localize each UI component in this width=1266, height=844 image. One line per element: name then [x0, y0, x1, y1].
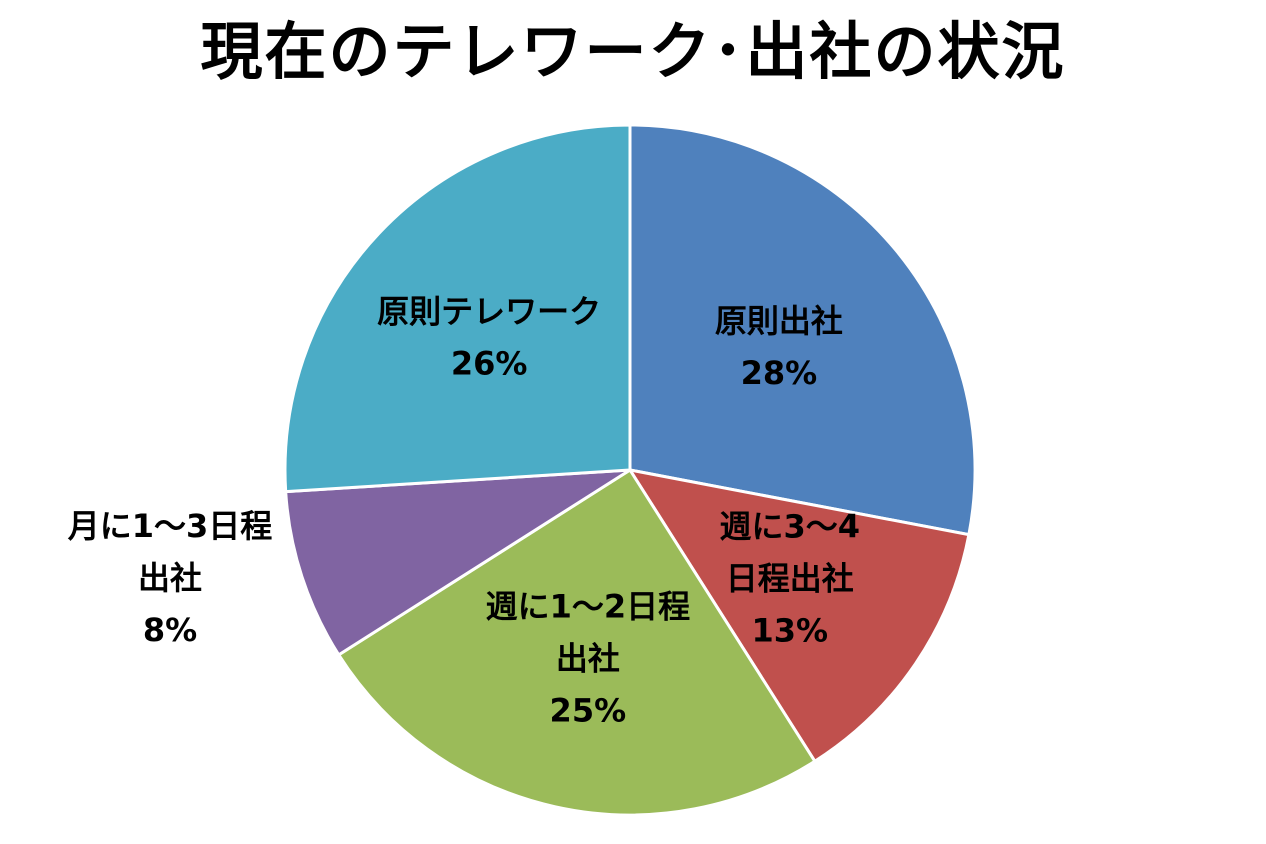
slice-label: 週に3～4 日程出社 13%: [720, 508, 861, 650]
pie-labels: 原則出社 28%週に3～4 日程出社 13%週に1～2日程出社 25%月に1～3日程出社…: [68, 293, 860, 730]
slice-category-label: 週に3～4: [720, 508, 861, 546]
slice-percent-label: 25%: [550, 692, 627, 730]
pie-slices: [283, 123, 977, 817]
slice-label: 月に1～3日程出社 8%: [68, 507, 273, 649]
pie-slice: [626, 467, 971, 764]
slice-category-label: 日程出社: [726, 560, 854, 598]
pie-slice: [284, 468, 631, 657]
slice-label: 週に1～2日程出社 25%: [486, 588, 691, 730]
chart-title: 現在のテレワーク･出社の状況: [200, 15, 1066, 88]
pie-slice: [283, 123, 632, 494]
slice-category-label: 出社: [138, 559, 202, 597]
slice-label: 原則テレワーク 26%: [377, 293, 601, 383]
slice-percent-label: 8%: [143, 611, 197, 649]
slice-category-label: 原則テレワーク: [377, 293, 601, 331]
pie-slice: [336, 467, 817, 817]
slice-category-label: 原則出社: [715, 302, 843, 340]
slice-label: 原則出社 28%: [715, 302, 843, 392]
slice-category-label: 出社: [556, 640, 620, 678]
slice-percent-label: 28%: [741, 354, 818, 392]
slice-percent-label: 26%: [451, 345, 528, 383]
slice-category-label: 月に1～3日程: [68, 507, 273, 545]
slice-percent-label: 13%: [751, 612, 828, 650]
slice-category-label: 週に1～2日程: [486, 588, 691, 626]
pie-slice: [628, 123, 977, 537]
